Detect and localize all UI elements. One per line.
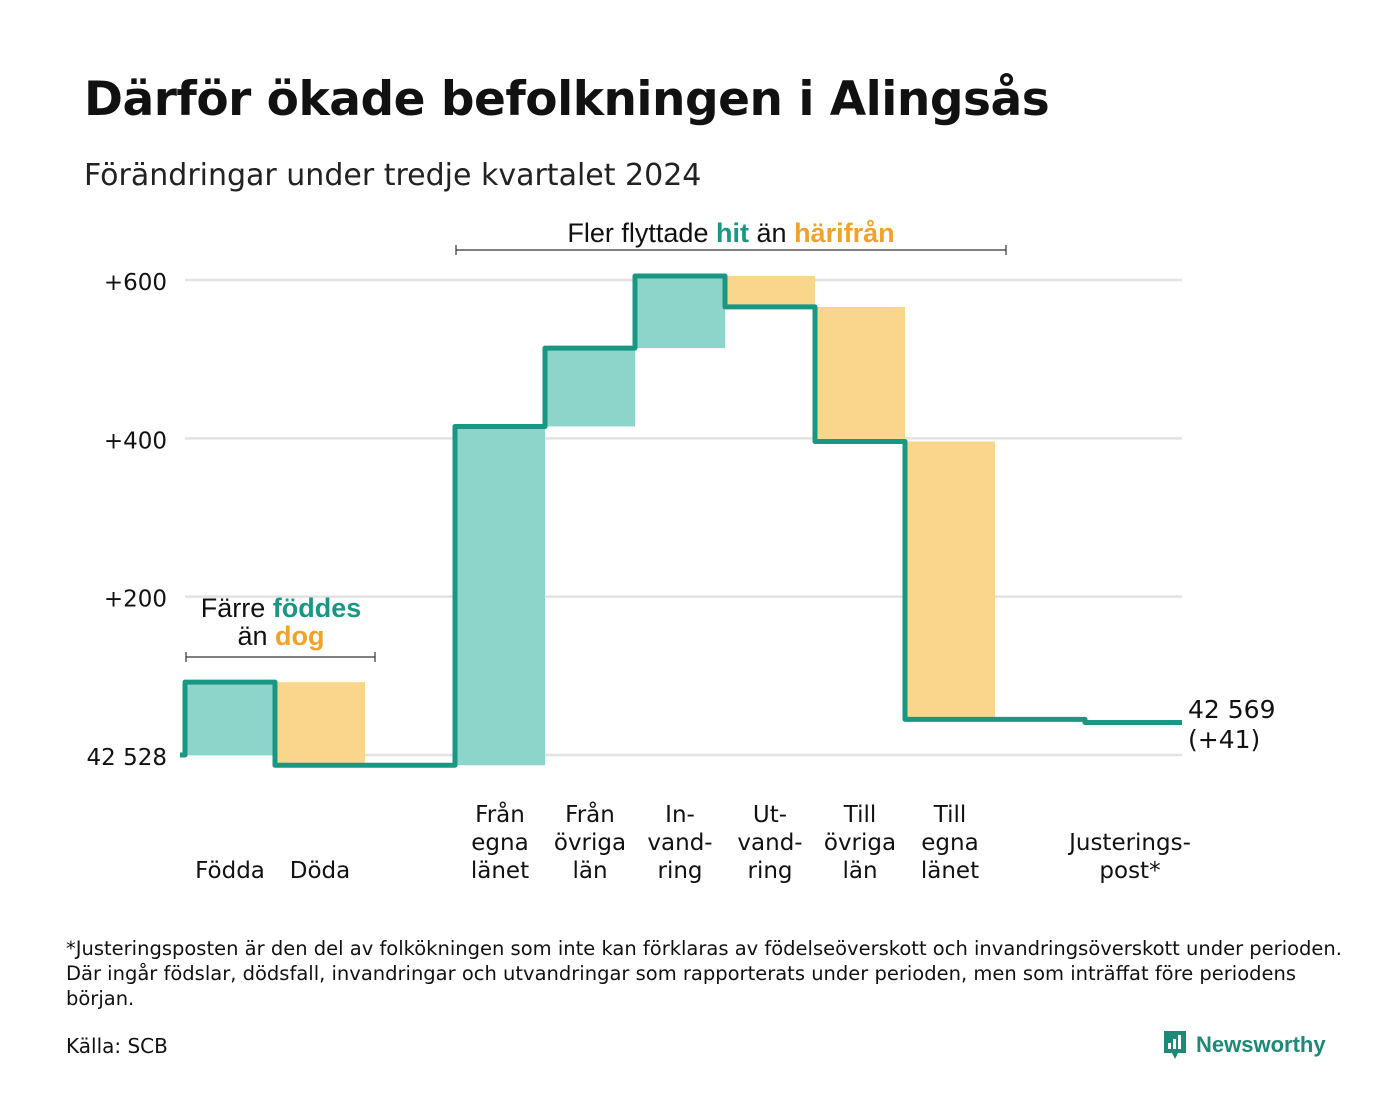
category-label: län <box>842 858 877 884</box>
move-annotation: Fler flyttade hit än härifrån <box>456 219 1006 247</box>
source-credit: Källa: SCB <box>66 1034 168 1058</box>
step-line <box>180 273 1182 768</box>
move-annotation-key2: härifrån <box>794 218 895 248</box>
bar-decrease <box>905 441 995 720</box>
category-label: Ut- <box>753 802 787 828</box>
category-label: Till <box>933 802 967 828</box>
category-label: post* <box>1099 858 1160 884</box>
bar-increase <box>635 276 725 349</box>
y-tick-label: 42 528 <box>87 745 167 771</box>
footnote: *Justeringsposten är den del av folkökni… <box>66 937 1342 1010</box>
brand-name: Newsworthy <box>1196 1032 1326 1057</box>
move-annotation-key: hit <box>715 218 749 248</box>
birth-annotation-mid: än <box>237 621 268 651</box>
y-tick-label: +600 <box>104 270 167 296</box>
category-label: In- <box>665 802 695 828</box>
newsworthy-logo-icon <box>1164 1031 1186 1059</box>
category-label: vand- <box>737 830 802 856</box>
move-annotation-mid: än <box>756 218 787 248</box>
birth-annotation-key2: dog <box>275 621 325 651</box>
bar-increase <box>185 682 275 755</box>
waterfall-chart: 42 528+200+400+600 Födda DödaFrånegnaläne… <box>87 245 1275 884</box>
bar-decrease <box>815 306 905 442</box>
category-label: övriga <box>554 830 626 856</box>
category-label: övriga <box>824 830 896 856</box>
birth-annotation-key: föddes <box>272 593 362 623</box>
birth-annotation: Färre föddes än dog <box>186 594 376 650</box>
chart-subtitle: Förändringar under tredje kvartalet 2024 <box>84 158 702 193</box>
category-label: egna <box>921 830 978 856</box>
brand-logo: Newsworthy <box>1162 1028 1326 1062</box>
bar-increase <box>545 348 635 427</box>
category-label: Födda <box>195 858 265 884</box>
y-tick-label: +400 <box>104 428 167 454</box>
birth-annotation-pre: Färre <box>200 593 266 623</box>
category-labels: Födda DödaFrånegnalänetFrånövrigalänIn-va… <box>195 800 1191 884</box>
end-value-label: 42 569 (+41) <box>1188 695 1275 754</box>
category-label: vand- <box>647 830 712 856</box>
end-change: (+41) <box>1188 725 1260 754</box>
bars <box>185 276 995 766</box>
category-label: länet <box>921 858 979 884</box>
annotation-brackets <box>185 245 1007 662</box>
bar-decrease <box>275 682 365 766</box>
end-value: 42 569 <box>1188 695 1275 724</box>
category-label: länet <box>471 858 529 884</box>
category-label: län <box>572 858 607 884</box>
cumulative-step-line <box>180 273 1182 768</box>
bar-decrease <box>725 276 815 307</box>
category-label: Från <box>565 800 615 828</box>
chart-title: Därför ökade befolkningen i Alingsås <box>84 72 1050 127</box>
category-label: egna <box>471 830 528 856</box>
y-tick-label: +200 <box>104 587 167 613</box>
category-label: ring <box>747 858 792 884</box>
bar-increase <box>455 426 545 766</box>
move-annotation-pre: Fler flyttade <box>567 218 709 248</box>
category-label: Till <box>843 802 877 828</box>
category-label: Från <box>475 800 525 828</box>
category-label: ring <box>657 858 702 884</box>
y-tick-labels: 42 528 +200 +400 +600 <box>87 270 167 771</box>
category-label: Justerings- <box>1067 830 1191 856</box>
category-label: Döda <box>290 858 350 884</box>
